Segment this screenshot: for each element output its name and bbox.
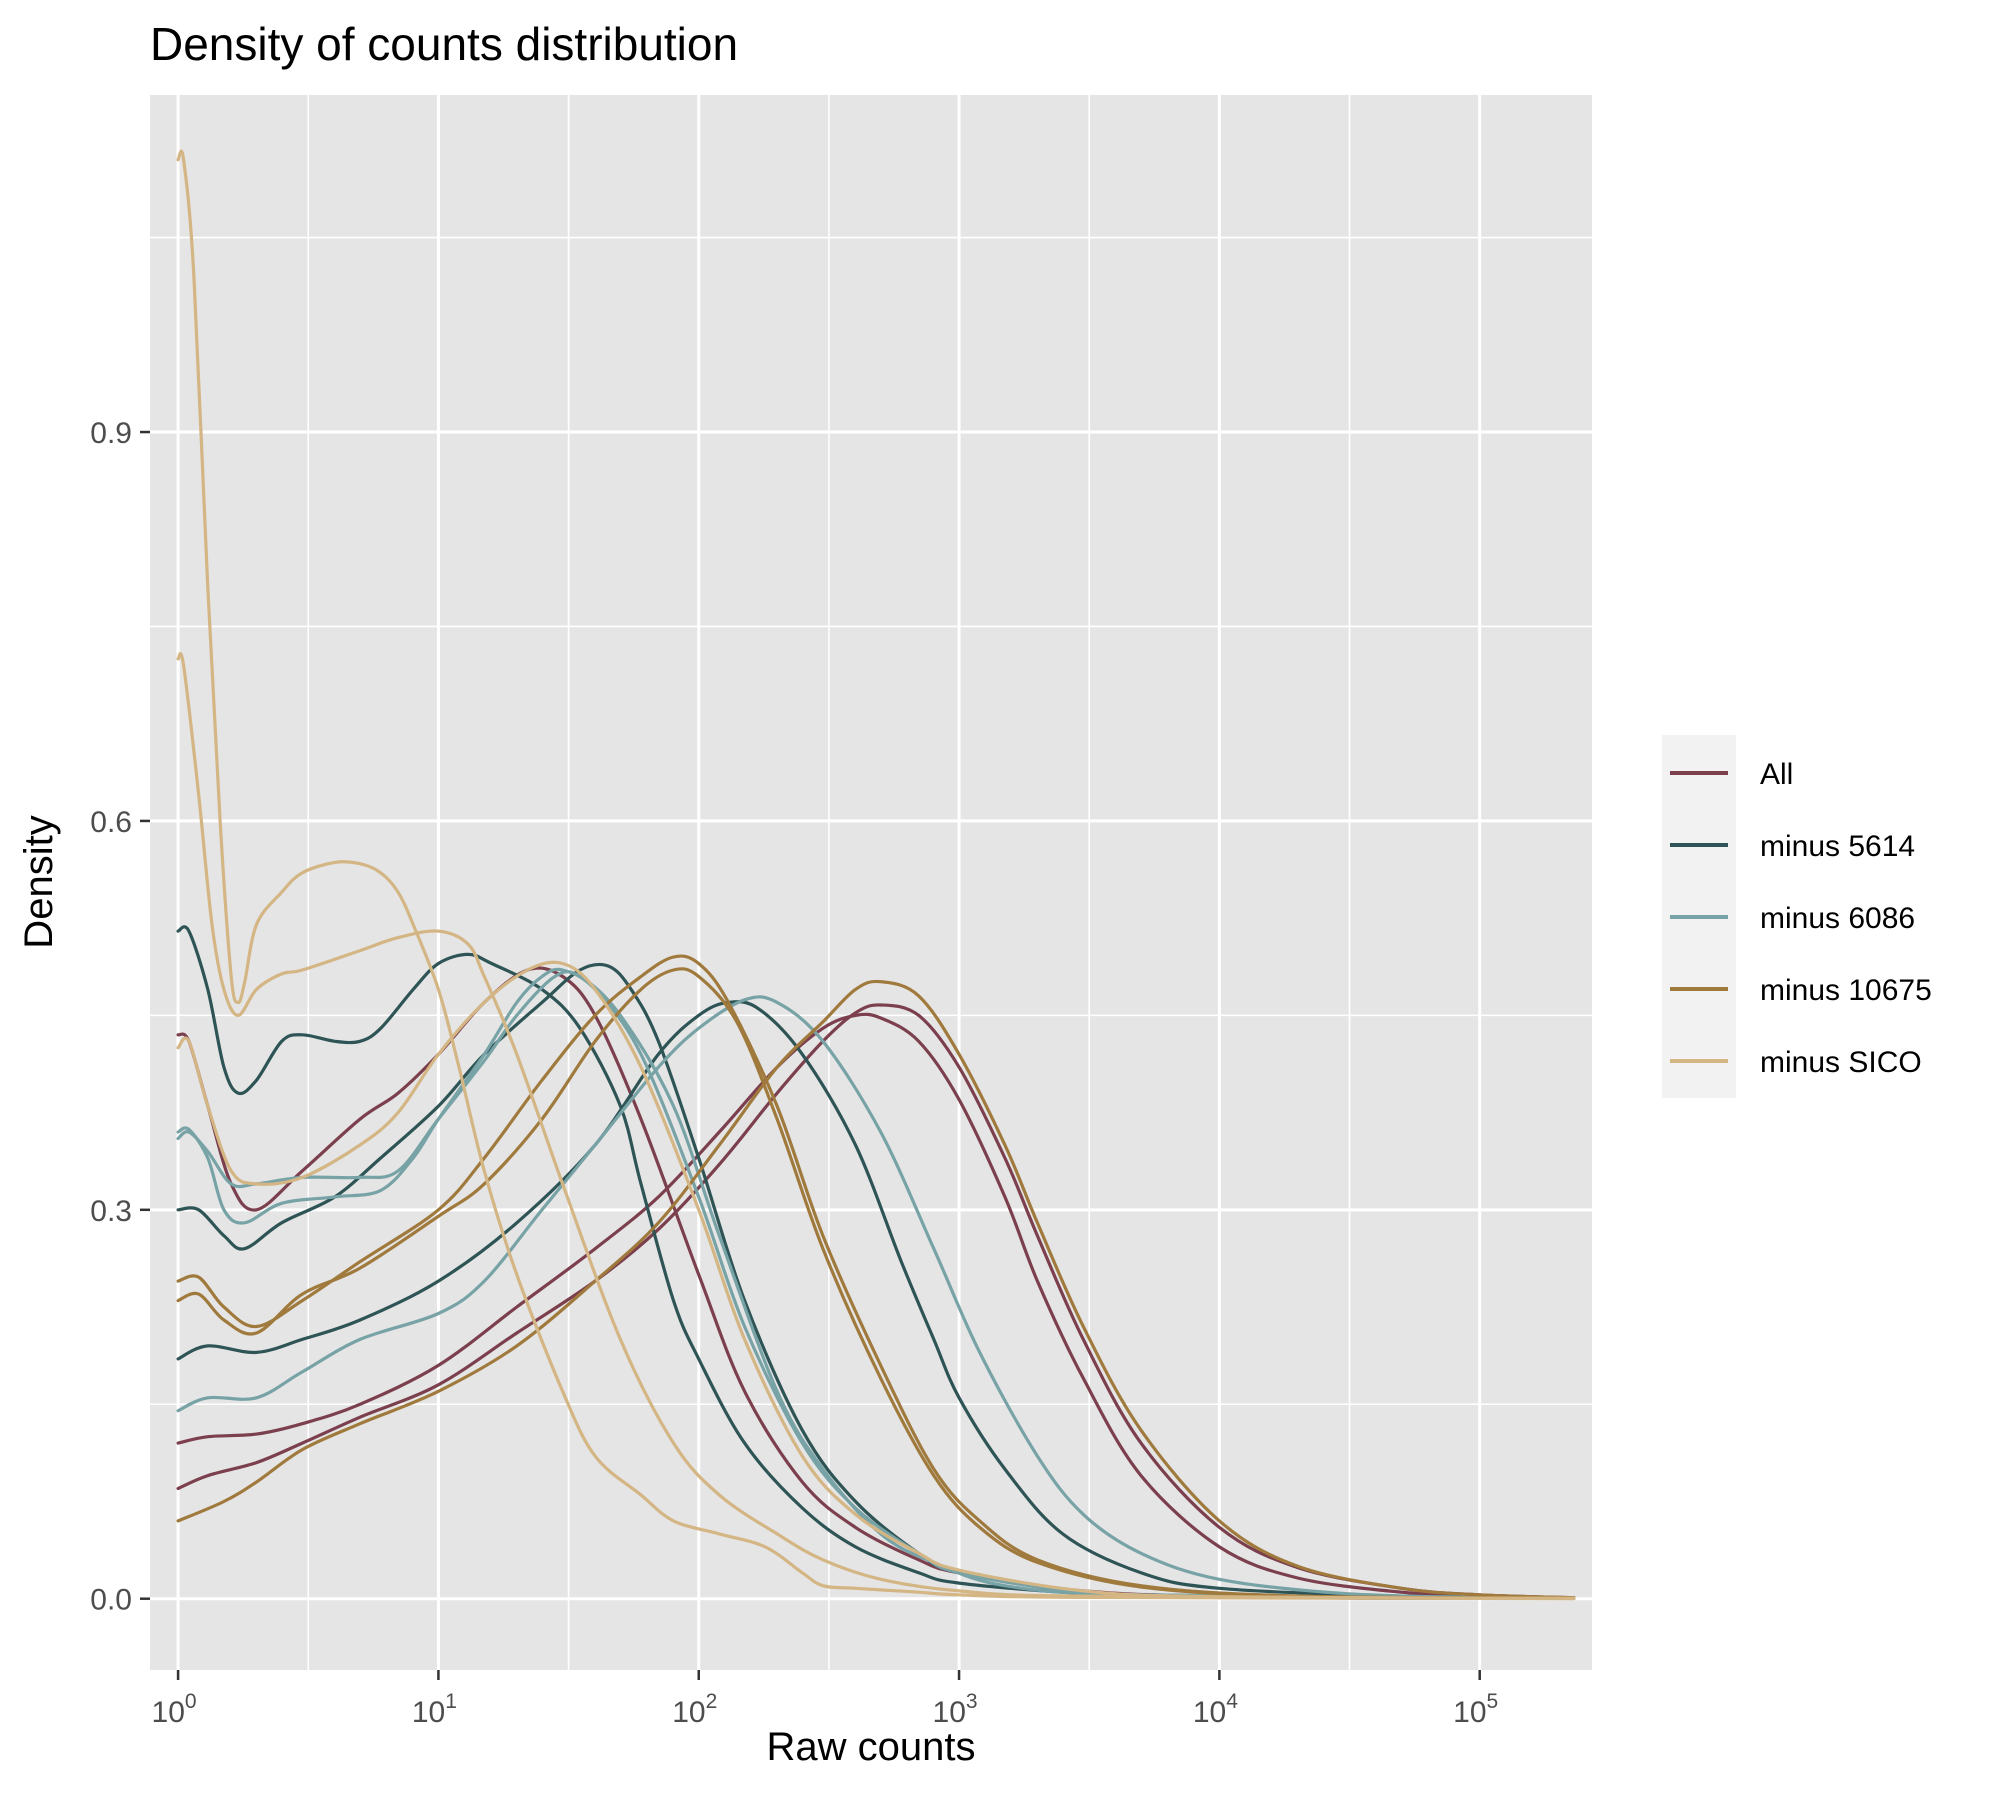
x-axis-title: Raw counts xyxy=(767,1725,976,1769)
legend-label-all: All xyxy=(1760,758,1793,791)
major-gridlines xyxy=(150,95,1592,1670)
x-tick-base: 10 xyxy=(672,1696,705,1729)
legend-label-minus-sico: minus SICO xyxy=(1760,1046,1922,1079)
series-line-all-1 xyxy=(176,1012,1576,1600)
y-tick-label-0: 0.0 xyxy=(90,1584,132,1617)
series-line-minus-5614-3 xyxy=(176,925,1576,1600)
series-lines xyxy=(176,149,1576,1601)
series-line-minus-6086-8 xyxy=(176,995,1576,1600)
x-tick-base: 10 xyxy=(152,1696,185,1729)
series-line-all-2 xyxy=(176,1003,1576,1600)
legend-label-minus-6086: minus 6086 xyxy=(1760,902,1915,935)
x-tick-label-1: 101 xyxy=(412,1690,457,1729)
legend-label-minus-10675: minus 10675 xyxy=(1760,974,1932,1007)
x-axis: 100 101 102 103 104 105 xyxy=(152,1670,1498,1729)
y-tick-label-1: 0.3 xyxy=(90,1195,132,1228)
chart-title: Density of counts distribution xyxy=(150,18,738,70)
x-tick-label-5: 105 xyxy=(1453,1690,1498,1729)
x-tick-exponent: 2 xyxy=(706,1690,718,1713)
x-tick-label-2: 102 xyxy=(672,1690,717,1729)
series-line-minus-10675-11 xyxy=(176,979,1576,1600)
x-tick-exponent: 3 xyxy=(966,1690,978,1713)
x-tick-exponent: 1 xyxy=(445,1690,457,1713)
x-tick-label-3: 103 xyxy=(933,1690,978,1729)
series-line-minus-sico-14 xyxy=(176,960,1576,1600)
series-line-minus-10675-10 xyxy=(176,967,1576,1600)
x-tick-exponent: 0 xyxy=(185,1690,197,1713)
x-tick-label-4: 104 xyxy=(1193,1690,1238,1729)
series-line-minus-5614-5 xyxy=(176,1000,1576,1600)
x-tick-exponent: 4 xyxy=(1226,1690,1238,1713)
x-tick-label-0: 100 xyxy=(152,1690,197,1729)
x-tick-base: 10 xyxy=(1453,1696,1486,1729)
y-axis: 0.0 0.3 0.6 0.9 xyxy=(90,417,150,1617)
x-tick-base: 10 xyxy=(933,1696,966,1729)
x-tick-exponent: 5 xyxy=(1487,1690,1499,1713)
x-tick-base: 10 xyxy=(412,1696,445,1729)
y-tick-label-3: 0.9 xyxy=(90,417,132,450)
y-tick-label-2: 0.6 xyxy=(90,806,132,839)
y-axis-title: Density xyxy=(17,815,61,948)
plot-panel xyxy=(150,95,1592,1670)
series-line-minus-sico-12 xyxy=(176,149,1576,1601)
series-line-minus-10675-9 xyxy=(176,954,1576,1600)
legend: All minus 5614 minus 6086 minus 10675 minus … xyxy=(1662,735,1932,1098)
legend-label-minus-5614: minus 5614 xyxy=(1760,830,1915,863)
x-tick-base: 10 xyxy=(1193,1696,1226,1729)
